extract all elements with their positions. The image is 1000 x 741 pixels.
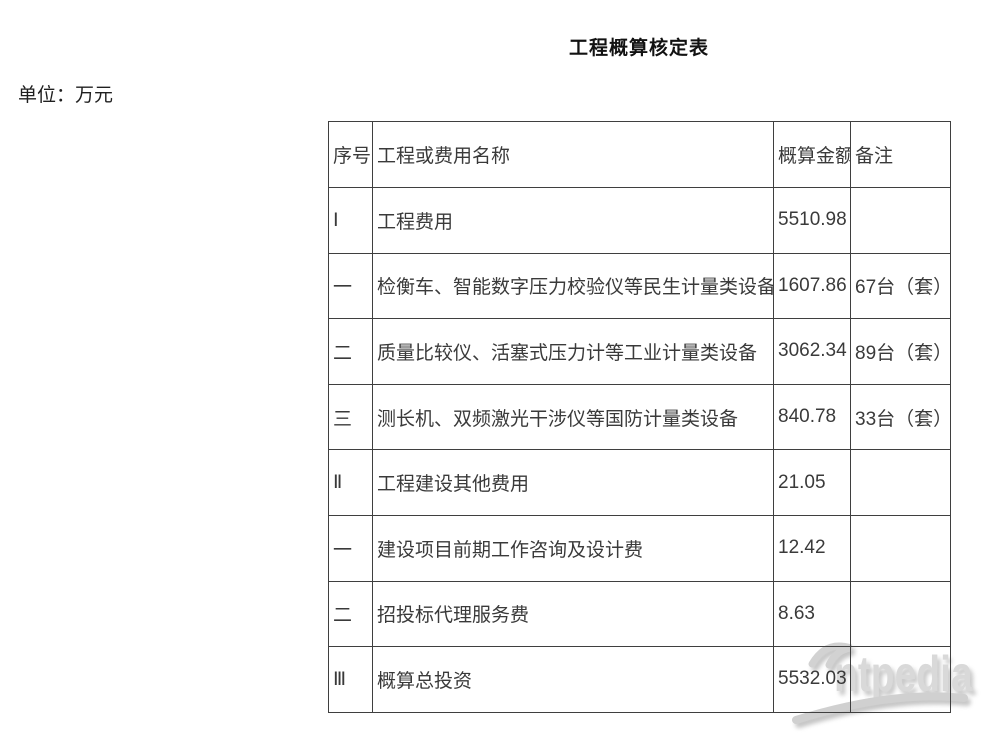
name-cell: 工程建设其他费用 bbox=[372, 449, 774, 516]
note-cell bbox=[850, 187, 951, 254]
col-header-note: 备注 bbox=[850, 121, 951, 188]
seq-cell: 二 bbox=[328, 318, 373, 385]
note-cell bbox=[850, 449, 951, 516]
table-row: 二 招投标代理服务费 8.63 bbox=[328, 580, 951, 648]
seq-cell: 二 bbox=[328, 580, 373, 648]
seq-cell: Ⅰ bbox=[328, 187, 373, 254]
unit-label: 单位：万元 bbox=[18, 85, 114, 106]
table-row: 三 测长机、双频激光干涉仪等国防计量类设备 840.78 33台（套） bbox=[328, 383, 951, 451]
amount-cell: 5510.98 bbox=[773, 187, 851, 254]
note-cell bbox=[850, 580, 951, 648]
table-row: Ⅰ 工程费用 5510.98 bbox=[328, 187, 951, 254]
amount-cell: 12.42 bbox=[773, 514, 851, 582]
col-header-seq: 序号 bbox=[328, 121, 373, 188]
seq-cell: Ⅲ bbox=[328, 646, 373, 713]
seq-cell: 一 bbox=[328, 514, 373, 582]
col-header-amount: 概算金额 bbox=[773, 121, 851, 188]
table-row: 一 建设项目前期工作咨询及设计费 12.42 bbox=[328, 514, 951, 582]
name-cell: 测长机、双频激光干涉仪等国防计量类设备 bbox=[372, 383, 774, 451]
note-cell: 33台（套） bbox=[850, 383, 951, 451]
table-header-row: 序号 工程或费用名称 概算金额 备注 bbox=[328, 121, 951, 188]
amount-cell: 5532.03 bbox=[773, 646, 851, 713]
name-cell: 工程费用 bbox=[372, 187, 774, 254]
seq-cell: 三 bbox=[328, 383, 373, 451]
name-cell: 招投标代理服务费 bbox=[372, 580, 774, 648]
col-header-name: 工程或费用名称 bbox=[372, 121, 774, 188]
seq-cell: Ⅱ bbox=[328, 449, 373, 516]
amount-cell: 8.63 bbox=[773, 580, 851, 648]
page-title: 工程概算核定表 bbox=[568, 38, 709, 59]
amount-cell: 3062.34 bbox=[773, 318, 851, 385]
note-cell bbox=[850, 514, 951, 582]
budget-table: 序号 工程或费用名称 概算金额 备注 Ⅰ 工程费用 5510.98 一 检衡车、… bbox=[328, 121, 951, 713]
name-cell: 质量比较仪、活塞式压力计等工业计量类设备 bbox=[372, 318, 774, 385]
name-cell: 检衡车、智能数字压力校验仪等民生计量类设备 bbox=[372, 252, 774, 320]
amount-cell: 21.05 bbox=[773, 449, 851, 516]
seq-cell: 一 bbox=[328, 252, 373, 320]
name-cell: 概算总投资 bbox=[372, 646, 774, 713]
note-cell bbox=[850, 646, 951, 713]
name-cell: 建设项目前期工作咨询及设计费 bbox=[372, 514, 774, 582]
table-row: 二 质量比较仪、活塞式压力计等工业计量类设备 3062.34 89台（套） bbox=[328, 318, 951, 385]
table-row: 一 检衡车、智能数字压力校验仪等民生计量类设备 1607.86 67台（套） bbox=[328, 252, 951, 320]
amount-cell: 840.78 bbox=[773, 383, 851, 451]
table-row: Ⅲ 概算总投资 5532.03 bbox=[328, 646, 951, 713]
amount-cell: 1607.86 bbox=[773, 252, 851, 320]
note-cell: 67台（套） bbox=[850, 252, 951, 320]
table-row: Ⅱ 工程建设其他费用 21.05 bbox=[328, 449, 951, 516]
note-cell: 89台（套） bbox=[850, 318, 951, 385]
